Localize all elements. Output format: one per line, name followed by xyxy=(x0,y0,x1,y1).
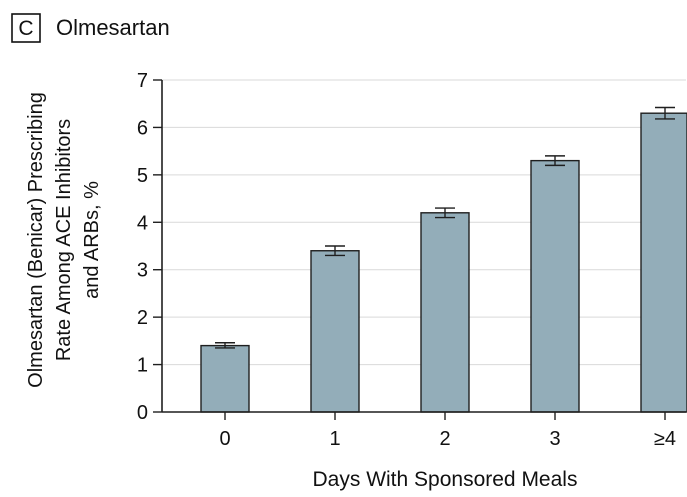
y-tick-label: 4 xyxy=(137,212,148,234)
x-tick-label: 3 xyxy=(549,428,560,450)
y-tick-label: 7 xyxy=(137,70,148,92)
bar xyxy=(640,112,687,413)
y-axis-label-line-1: Olmesartan (Benicar) Prescribing xyxy=(25,92,47,388)
x-axis-label: Days With Sponsored Meals xyxy=(313,468,578,491)
y-tick-label: 0 xyxy=(137,402,148,424)
y-tick-label: 6 xyxy=(137,117,148,139)
bar xyxy=(420,212,470,413)
bar xyxy=(310,250,360,413)
y-tick-label: 2 xyxy=(137,307,148,329)
panel-letter: C xyxy=(18,17,33,40)
x-tick-label: 2 xyxy=(439,428,450,450)
bar xyxy=(200,344,250,413)
y-axis-label-line-2: Rate Among ACE Inhibitors xyxy=(53,119,75,361)
bar xyxy=(530,159,580,413)
x-tick-label: 0 xyxy=(219,428,230,450)
x-tick-label: 1 xyxy=(329,428,340,450)
panel-letter-box xyxy=(11,13,41,43)
bars-layer xyxy=(200,106,687,413)
y-tick-label: 3 xyxy=(137,260,148,282)
y-axis-label-line-3: and ARBs, % xyxy=(81,181,103,299)
panel-label: C Olmesartan xyxy=(11,13,170,43)
panel-title: Olmesartan xyxy=(56,15,170,40)
axes-layer xyxy=(153,79,686,420)
y-tick-label: 1 xyxy=(137,355,148,377)
y-tick-label: 5 xyxy=(137,165,148,187)
labels-layer: 0 1 2 3 4 5 6 7 0 1 2 3 ≥4 xyxy=(137,70,676,450)
x-tick-label: ≥4 xyxy=(654,428,676,450)
